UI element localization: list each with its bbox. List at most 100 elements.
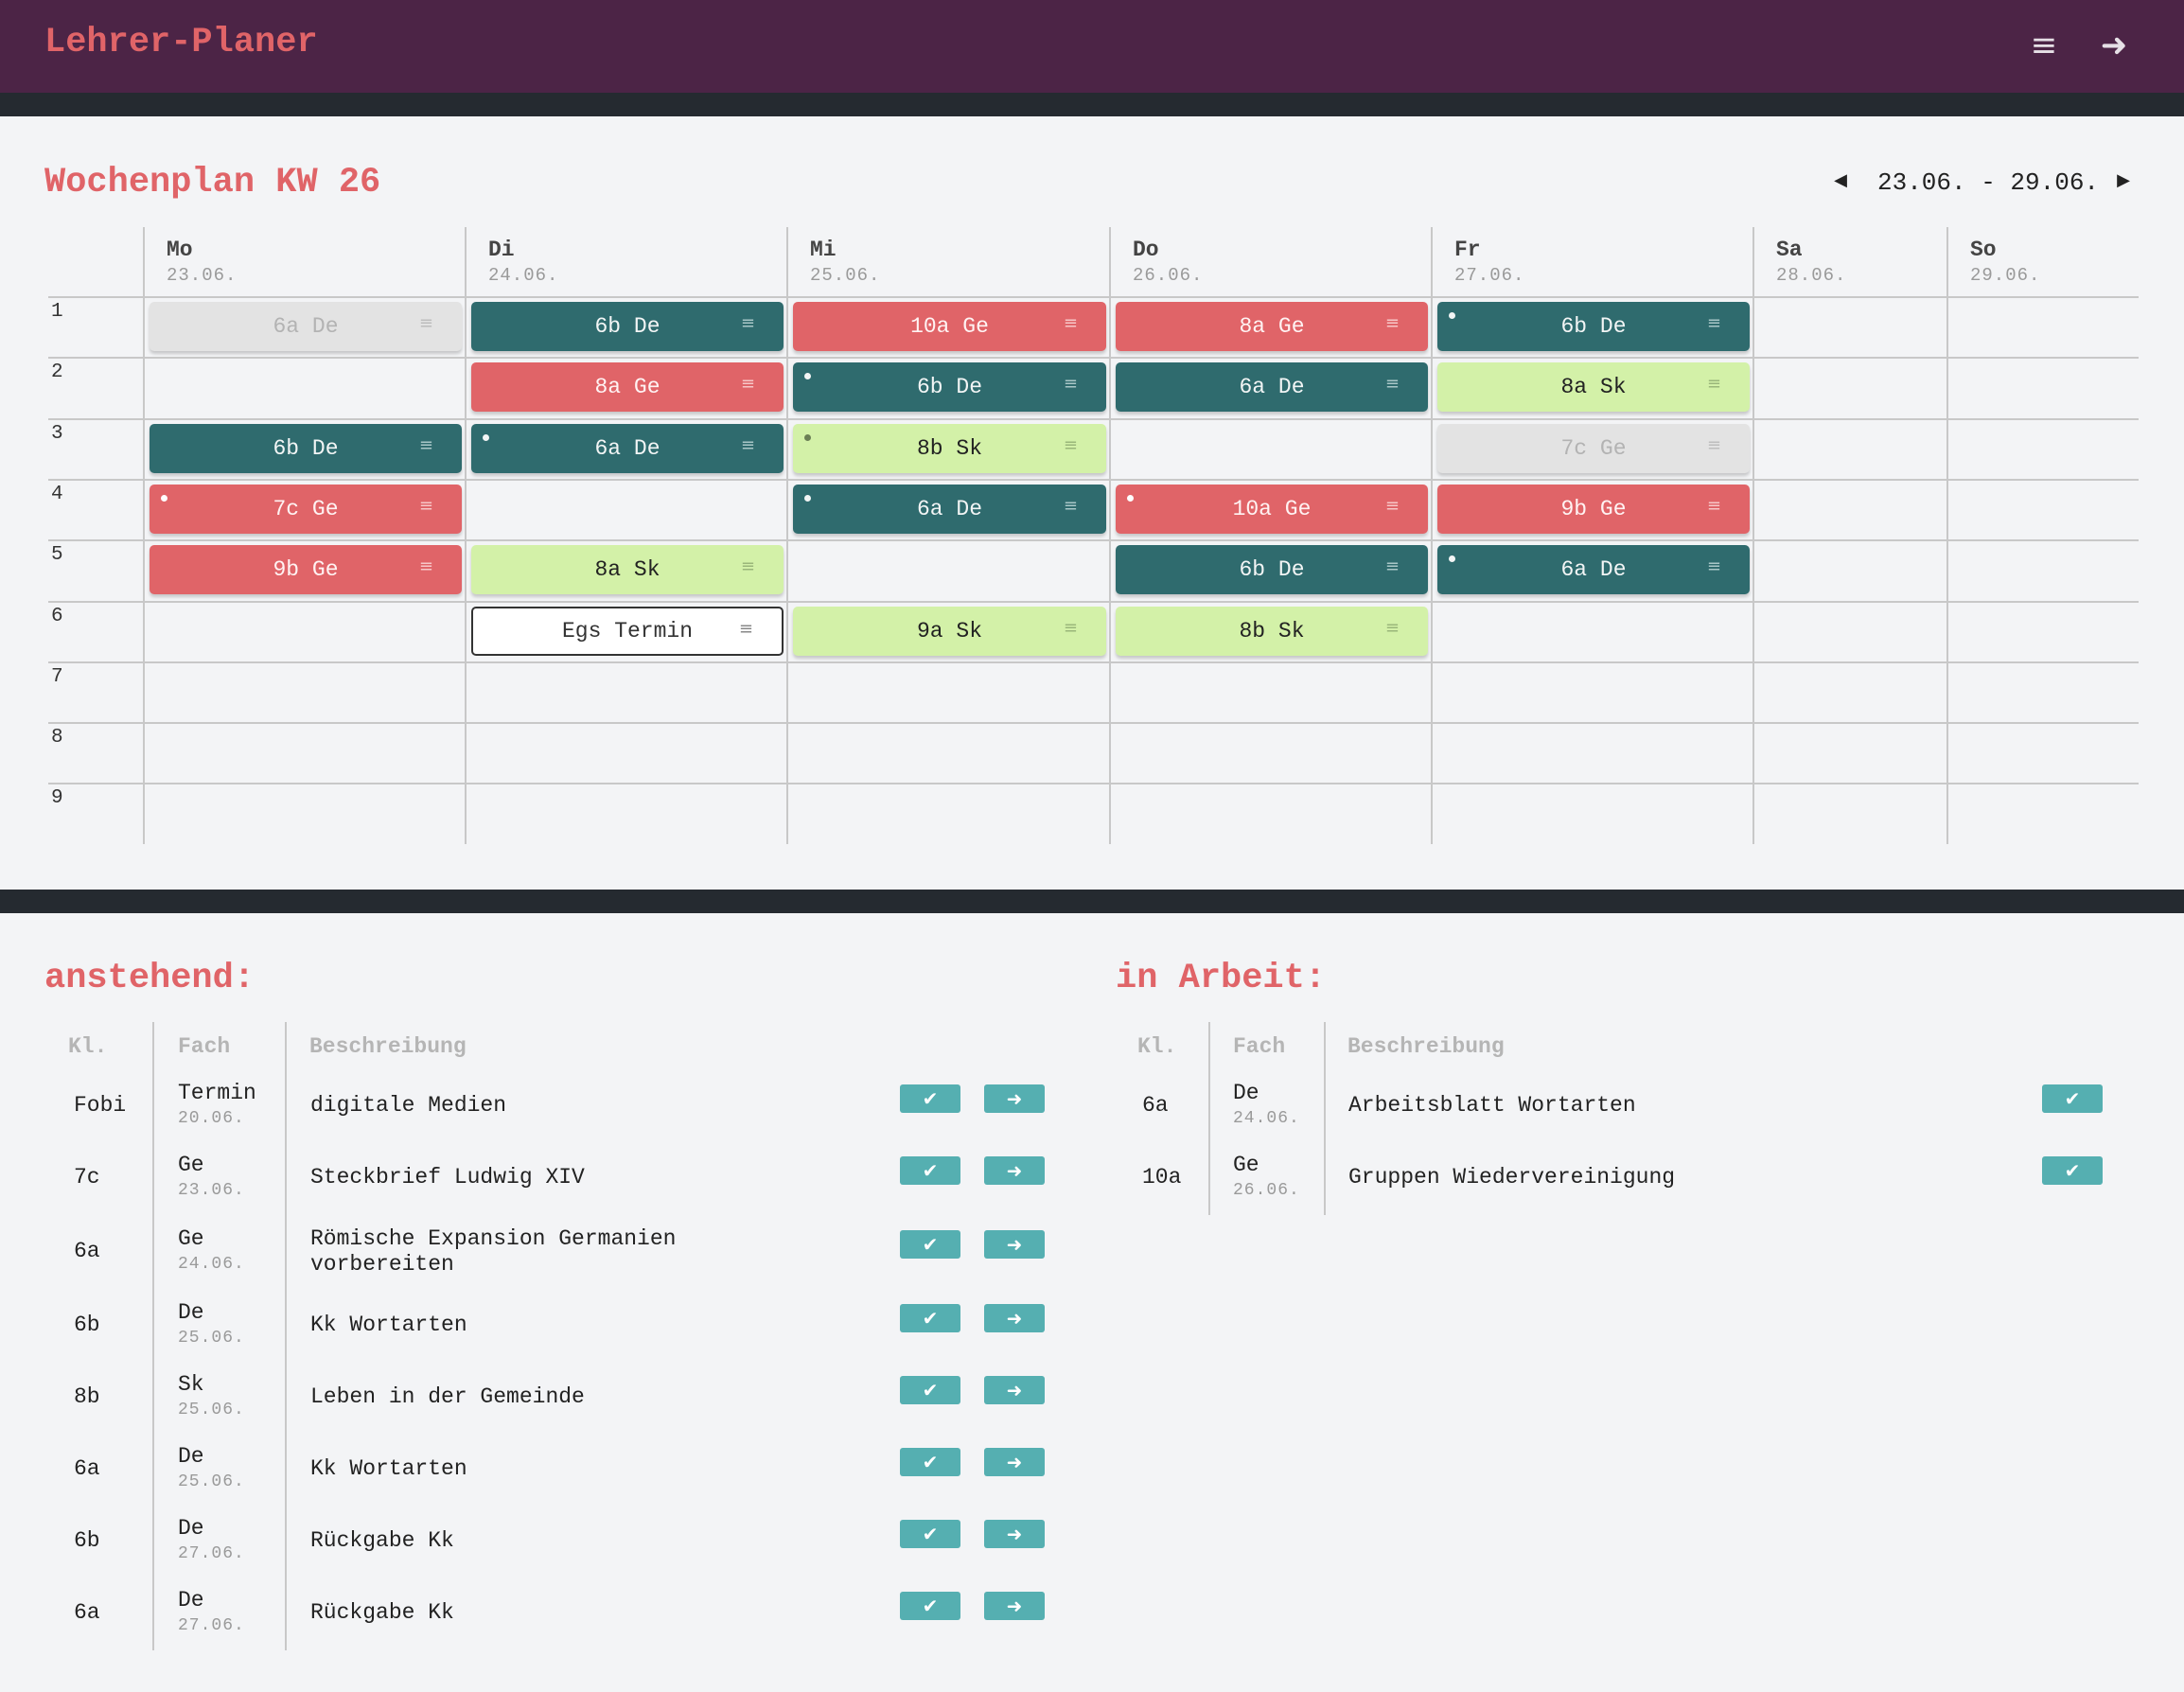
lesson-card[interactable]: 6a De ≡ xyxy=(150,302,462,351)
done-button[interactable]: ✔ xyxy=(900,1304,960,1332)
lesson-card[interactable]: 10a Ge ≡ xyxy=(1116,485,1428,534)
grid-column-line xyxy=(465,227,467,844)
row-description: Steckbrief Ludwig XIV xyxy=(310,1165,585,1190)
lesson-menu-icon[interactable]: ≡ xyxy=(740,374,755,394)
grid-column-line xyxy=(1109,227,1111,844)
forward-button[interactable]: ➜ xyxy=(984,1230,1045,1259)
lesson-card[interactable]: 6b De ≡ xyxy=(150,424,462,473)
lesson-label: 8a Ge xyxy=(1239,314,1305,339)
lesson-card[interactable]: 8b Sk ≡ xyxy=(793,424,1106,473)
lesson-menu-icon[interactable]: ≡ xyxy=(1706,313,1721,333)
column-header-beschreibung: Beschreibung xyxy=(309,1034,467,1059)
row-date: 25.06. xyxy=(178,1401,245,1419)
lesson-label: 6a De xyxy=(1239,375,1305,399)
done-button[interactable]: ✔ xyxy=(900,1084,960,1113)
grid-row-line xyxy=(48,539,2139,541)
period-number: 7 xyxy=(51,666,63,688)
done-button[interactable]: ✔ xyxy=(2042,1084,2103,1113)
lesson-label: 6a De xyxy=(273,314,339,339)
row-description: Rückgabe Kk xyxy=(310,1600,454,1625)
lesson-card[interactable]: 8a Sk ≡ xyxy=(471,545,784,594)
lesson-card[interactable]: 7c Ge ≡ xyxy=(1437,424,1750,473)
grid-row-line xyxy=(48,661,2139,663)
grid-row-line xyxy=(48,601,2139,603)
lesson-menu-icon[interactable]: ≡ xyxy=(1384,313,1400,333)
lesson-card[interactable]: 8a Ge ≡ xyxy=(471,362,784,412)
lesson-card[interactable]: 8a Ge ≡ xyxy=(1116,302,1428,351)
day-header-date: 28.06. xyxy=(1776,265,1847,286)
lesson-menu-icon[interactable]: ≡ xyxy=(1706,496,1721,516)
lesson-card[interactable]: 6a De ≡ xyxy=(1116,362,1428,412)
lesson-card[interactable]: 9a Sk ≡ xyxy=(793,607,1106,656)
divider-stripe-bottom xyxy=(0,890,2184,913)
lesson-card[interactable]: 7c Ge ≡ xyxy=(150,485,462,534)
forward-button[interactable]: ➜ xyxy=(984,1520,1045,1548)
lesson-card[interactable]: 8b Sk ≡ xyxy=(1116,607,1428,656)
lesson-card[interactable]: 10a Ge ≡ xyxy=(793,302,1106,351)
done-button[interactable]: ✔ xyxy=(900,1156,960,1185)
lesson-menu-icon[interactable]: ≡ xyxy=(738,619,753,639)
lesson-menu-icon[interactable]: ≡ xyxy=(1063,618,1078,638)
column-header-beschreibung: Beschreibung xyxy=(1347,1034,1505,1059)
lesson-card[interactable]: 8a Sk ≡ xyxy=(1437,362,1750,412)
day-header-name: Di xyxy=(488,238,515,262)
done-button[interactable]: ✔ xyxy=(900,1520,960,1548)
forward-button[interactable]: ➜ xyxy=(984,1156,1045,1185)
lesson-card[interactable]: 6b De ≡ xyxy=(1116,545,1428,594)
row-subject: De xyxy=(178,1516,204,1541)
lesson-menu-icon[interactable]: ≡ xyxy=(1063,435,1078,455)
row-subject: Ge xyxy=(178,1226,204,1251)
lesson-card[interactable]: 9b Ge ≡ xyxy=(150,545,462,594)
grid-column-line xyxy=(1431,227,1433,844)
row-description: Kk Wortarten xyxy=(310,1313,467,1337)
lesson-menu-icon[interactable]: ≡ xyxy=(1063,313,1078,333)
lesson-card[interactable]: 6b De ≡ xyxy=(471,302,784,351)
row-class: 10a xyxy=(1142,1165,1182,1190)
lesson-menu-icon[interactable]: ≡ xyxy=(1706,556,1721,576)
row-subject: Ge xyxy=(1233,1153,1259,1177)
lesson-menu-icon[interactable]: ≡ xyxy=(740,313,755,333)
lesson-menu-icon[interactable]: ≡ xyxy=(1384,556,1400,576)
forward-button[interactable]: ➜ xyxy=(984,1592,1045,1620)
next-week-icon[interactable]: ▶ xyxy=(2117,170,2130,190)
day-header-date: 24.06. xyxy=(488,265,559,286)
lesson-menu-icon[interactable]: ≡ xyxy=(1063,374,1078,394)
menu-icon[interactable]: ≡ xyxy=(2030,26,2058,64)
lesson-menu-icon[interactable]: ≡ xyxy=(1706,374,1721,394)
done-button[interactable]: ✔ xyxy=(2042,1156,2103,1185)
done-button[interactable]: ✔ xyxy=(900,1448,960,1476)
row-class: 7c xyxy=(74,1165,100,1190)
lesson-menu-icon[interactable]: ≡ xyxy=(418,556,433,576)
logout-icon[interactable]: ➜ xyxy=(2100,26,2128,64)
forward-button[interactable]: ➜ xyxy=(984,1376,1045,1404)
lesson-card[interactable]: 6a De ≡ xyxy=(1437,545,1750,594)
period-number: 9 xyxy=(51,787,63,809)
lesson-menu-icon[interactable]: ≡ xyxy=(1384,374,1400,394)
done-button[interactable]: ✔ xyxy=(900,1230,960,1259)
lesson-menu-icon[interactable]: ≡ xyxy=(740,556,755,576)
lesson-menu-icon[interactable]: ≡ xyxy=(740,435,755,455)
lesson-menu-icon[interactable]: ≡ xyxy=(1384,496,1400,516)
lesson-menu-icon[interactable]: ≡ xyxy=(1706,435,1721,455)
forward-button[interactable]: ➜ xyxy=(984,1084,1045,1113)
lesson-menu-icon[interactable]: ≡ xyxy=(1063,496,1078,516)
row-subject: Sk xyxy=(178,1372,204,1397)
lesson-card[interactable]: Egs Termin ≡ xyxy=(471,607,784,656)
lesson-card[interactable]: 6b De ≡ xyxy=(1437,302,1750,351)
lesson-menu-icon[interactable]: ≡ xyxy=(418,435,433,455)
row-date: 24.06. xyxy=(1233,1109,1300,1128)
forward-button[interactable]: ➜ xyxy=(984,1448,1045,1476)
lesson-label: 8a Ge xyxy=(594,375,660,399)
done-button[interactable]: ✔ xyxy=(900,1376,960,1404)
lesson-menu-icon[interactable]: ≡ xyxy=(418,313,433,333)
lesson-card[interactable]: 6b De ≡ xyxy=(793,362,1106,412)
lesson-card[interactable]: 6a De ≡ xyxy=(793,485,1106,534)
lesson-card[interactable]: 6a De ≡ xyxy=(471,424,784,473)
lesson-card[interactable]: 9b Ge ≡ xyxy=(1437,485,1750,534)
forward-button[interactable]: ➜ xyxy=(984,1304,1045,1332)
lesson-label: 10a Ge xyxy=(1232,497,1312,521)
lesson-menu-icon[interactable]: ≡ xyxy=(418,496,433,516)
done-button[interactable]: ✔ xyxy=(900,1592,960,1620)
prev-week-icon[interactable]: ◀ xyxy=(1834,170,1847,190)
lesson-menu-icon[interactable]: ≡ xyxy=(1384,618,1400,638)
